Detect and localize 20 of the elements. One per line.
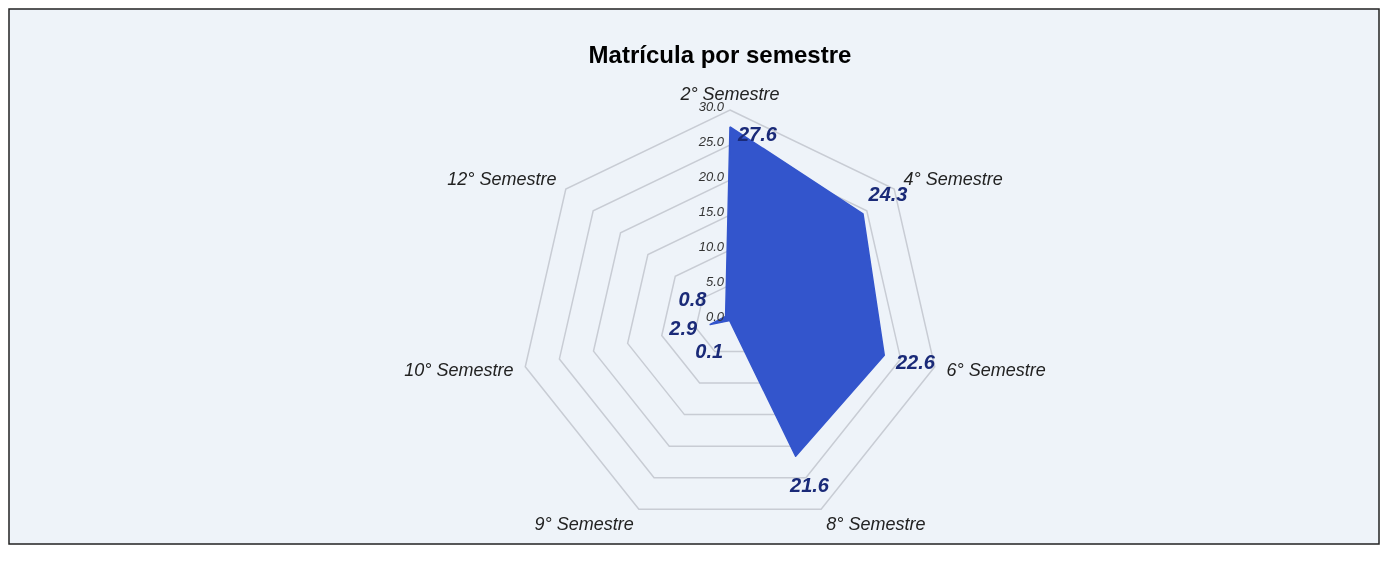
data-label: 0.8 (678, 287, 708, 310)
chart-title: Matrícula por semestre (588, 41, 852, 68)
data-label: 21.6 (789, 474, 830, 497)
spoke-label: 10° Semestre (404, 360, 514, 381)
y-tick-label: 25.0 (697, 134, 725, 149)
data-label: 0.1 (695, 339, 724, 362)
data-label: 2.9 (668, 316, 698, 339)
data-label: 22.6 (894, 351, 936, 374)
spoke-label: 12° Semestre (447, 169, 557, 190)
spoke-label: 6° Semestre (946, 360, 1046, 381)
spoke-label: 8° Semestre (826, 513, 926, 534)
y-tick-label: 5.0 (705, 274, 725, 289)
y-tick-label: 20.0 (697, 169, 725, 184)
spoke-label: 9° Semestre (534, 513, 634, 534)
y-tick-label: 15.0 (698, 204, 725, 219)
data-label: 24.3 (867, 182, 908, 205)
y-tick-label: 0.0 (705, 309, 725, 324)
data-label: 27.6 (737, 122, 778, 145)
y-tick-label: 10.0 (698, 239, 725, 254)
y-tick-label: 30.0 (698, 99, 725, 114)
